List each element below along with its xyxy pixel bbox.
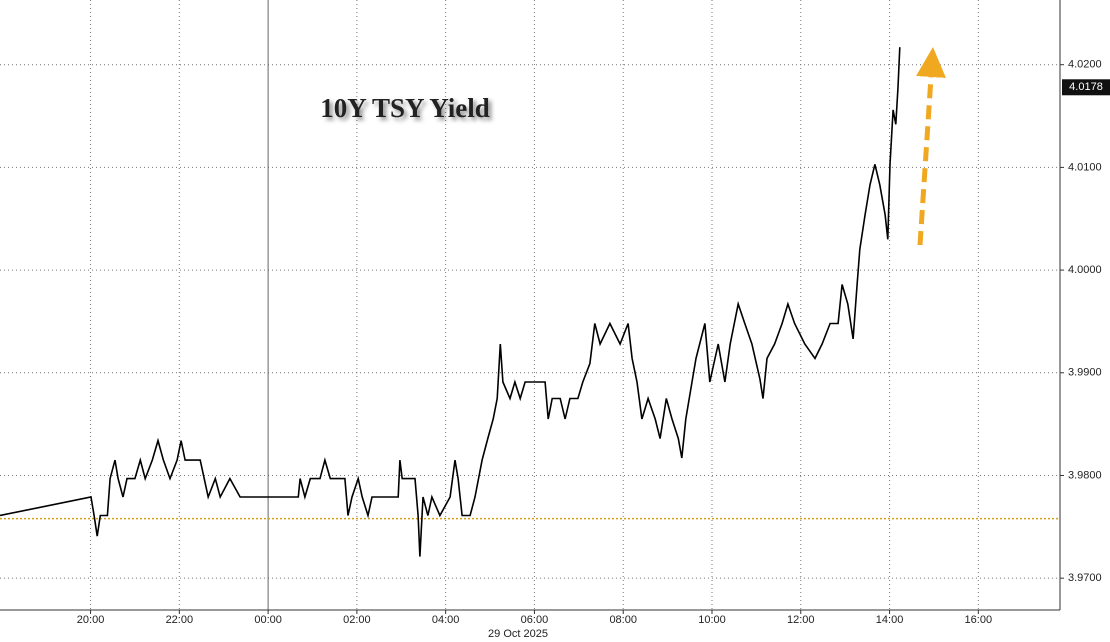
y-tick-label: 4.0000 [1068,264,1102,276]
y-tick-label: 4.0100 [1068,161,1102,173]
line-series [0,47,901,557]
x-tick-label: 02:00 [343,614,371,626]
x-tick-label: 04:00 [432,614,460,626]
trend-arrow [916,47,946,246]
x-tick-label: 10:00 [698,614,726,626]
last-value-label: 4.0178 [1069,81,1103,93]
x-tick-label: 08:00 [609,614,637,626]
y-tick-label: 3.9800 [1068,469,1102,481]
x-tick-label: 14:00 [876,614,904,626]
y-tick-label: 4.0200 [1068,59,1102,71]
y-tick-label: 3.9900 [1068,367,1102,379]
x-tick-label: 06:00 [521,614,549,626]
x-tick-label: 22:00 [166,614,194,626]
x-tick-label: 20:00 [77,614,105,626]
x-tick-label: 00:00 [254,614,282,626]
date-label: 29 Oct 2025 [488,628,548,640]
x-tick-label: 12:00 [787,614,815,626]
chart-title: 10Y TSY Yield [320,93,490,123]
last-value-box [1062,79,1110,96]
y-tick-label: 3.9700 [1068,572,1102,584]
x-tick-label: 16:00 [965,614,993,626]
